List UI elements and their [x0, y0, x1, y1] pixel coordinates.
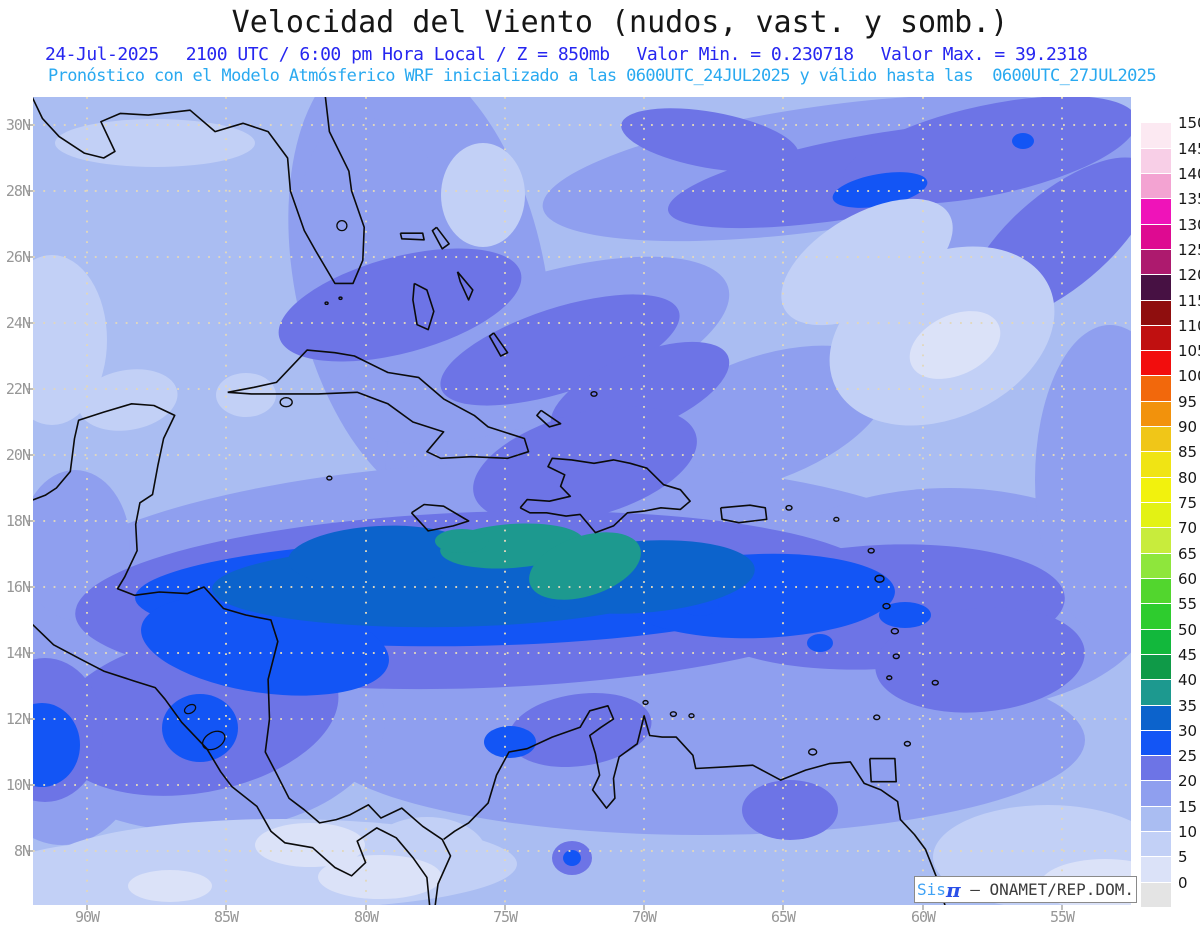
lat-label-12N: 12N	[5, 710, 31, 728]
colorbar-block	[1141, 123, 1171, 148]
colorbar-block	[1141, 857, 1171, 882]
colorbar-block	[1141, 351, 1171, 376]
colorbar-block	[1141, 376, 1171, 401]
colorbar-label-45: 45	[1178, 645, 1198, 664]
colorbar-block	[1141, 401, 1171, 427]
colorbar-block	[1141, 98, 1171, 123]
colorbar-block	[1141, 275, 1171, 300]
colorbar-block	[1141, 224, 1171, 249]
watermark-badge: Sis π – ONAMET/REP.DOM.	[914, 876, 1137, 903]
colorbar-label-40: 40	[1178, 671, 1198, 690]
colorbar-label-125: 125	[1178, 240, 1200, 259]
pi-icon: π	[945, 877, 961, 902]
colorbar-label-130: 130	[1178, 215, 1200, 234]
colorbar-label-135: 135	[1178, 190, 1200, 209]
colorbar-block	[1141, 578, 1171, 604]
colorbar-label-30: 30	[1178, 721, 1198, 740]
colorbar-label-55: 55	[1178, 595, 1198, 614]
colorbar-label-65: 65	[1178, 544, 1198, 563]
lat-label-10N: 10N	[5, 776, 31, 794]
colorbar-block	[1141, 806, 1171, 832]
colorbar-label-105: 105	[1178, 342, 1200, 361]
colorbar-label-100: 100	[1178, 367, 1200, 386]
model-init-line: Pronóstico con el Modelo Atmósferico WRF…	[48, 66, 1157, 86]
colorbar-block	[1141, 756, 1171, 781]
lat-label-8N: 8N	[13, 842, 31, 860]
colorbar-label-50: 50	[1178, 620, 1198, 639]
colorbar-label-115: 115	[1178, 291, 1200, 310]
colorbar-label-20: 20	[1178, 772, 1198, 791]
lon-label-65W: 65W	[770, 908, 796, 926]
colorbar-block	[1141, 249, 1171, 275]
colorbar-label-150: 150	[1178, 114, 1200, 133]
watermark-org: – ONAMET/REP.DOM.	[960, 880, 1134, 899]
colorbar-label-25: 25	[1178, 747, 1198, 766]
colorbar-label-110: 110	[1178, 316, 1200, 335]
lon-label-70W: 70W	[631, 908, 657, 926]
colorbar-block	[1141, 553, 1171, 578]
colorbar-label-70: 70	[1178, 519, 1198, 538]
lat-label-18N: 18N	[5, 512, 31, 530]
colorbar-block	[1141, 503, 1171, 528]
lon-label-75W: 75W	[492, 908, 518, 926]
watermark-sis: Sis	[917, 880, 946, 899]
colorbar-label-80: 80	[1178, 468, 1198, 487]
colorbar-label-95: 95	[1178, 392, 1198, 411]
axis-ticks	[27, 124, 1063, 910]
lat-label-14N: 14N	[5, 644, 31, 662]
lon-label-90W: 90W	[74, 908, 100, 926]
colorbar-block	[1141, 654, 1171, 680]
forecast-valid-line: 24-Jul-2025 2100 UTC / 6:00 pm Hora Local…	[45, 44, 1088, 65]
colorbar-label-145: 145	[1178, 139, 1200, 158]
valid-date: 24-Jul-2025	[45, 44, 159, 65]
colorbar-label-35: 35	[1178, 696, 1198, 715]
colorbar-block	[1141, 452, 1171, 477]
lat-label-20N: 20N	[5, 446, 31, 464]
colorbar-label-140: 140	[1178, 164, 1200, 183]
colorbar-block	[1141, 832, 1171, 857]
colorbar-label-85: 85	[1178, 443, 1198, 462]
colorbar-label-10: 10	[1178, 823, 1198, 842]
colorbar-block	[1141, 528, 1171, 553]
lon-label-55W: 55W	[1049, 908, 1075, 926]
colorbar-block	[1141, 325, 1171, 351]
colorbar-label-120: 120	[1178, 266, 1200, 285]
colorbar-label-0: 0	[1178, 873, 1188, 892]
colorbar-block	[1141, 730, 1171, 756]
colorbar-label-5: 5	[1178, 848, 1188, 867]
value-min: Valor Min. = 0.230718	[636, 44, 855, 65]
colorbar-label-75: 75	[1178, 494, 1198, 512]
colorbar-block	[1141, 705, 1171, 730]
colorbar-block	[1141, 300, 1171, 325]
lon-label-85W: 85W	[213, 908, 239, 926]
valid-time-level: 2100 UTC / 6:00 pm Hora Local / Z = 850m…	[185, 44, 610, 65]
lat-label-24N: 24N	[5, 314, 31, 332]
coastlines-layer	[33, 97, 946, 905]
lat-label-22N: 22N	[5, 380, 31, 398]
colorbar-label-60: 60	[1178, 569, 1198, 588]
lat-label-30N: 30N	[5, 116, 31, 134]
lat-label-26N: 26N	[5, 248, 31, 266]
colorbar-block	[1141, 173, 1171, 199]
colorbar-block	[1141, 781, 1171, 806]
colorbar-block	[1141, 199, 1171, 224]
value-max: Valor Max. = 39.2318	[880, 44, 1088, 65]
colorbar-block	[1141, 680, 1171, 705]
lat-label-28N: 28N	[5, 182, 31, 200]
colorbar-block	[1141, 882, 1171, 907]
colorbar-block	[1141, 629, 1171, 654]
colorbar-block	[1141, 148, 1171, 173]
page-title: Velocidad del Viento (nudos, vast. y som…	[231, 5, 1009, 40]
lon-label-80W: 80W	[353, 908, 379, 926]
colorbar-block	[1141, 477, 1171, 502]
lat-label-16N: 16N	[5, 578, 31, 596]
colorbar-block	[1141, 604, 1171, 629]
lon-label-60W: 60W	[910, 908, 936, 926]
wind-speed-shading-layer	[33, 97, 1131, 905]
colorbar-block	[1141, 427, 1171, 452]
colorbar-label-90: 90	[1178, 418, 1198, 437]
lat-lon-gridlines	[33, 97, 1131, 905]
colorbar-label-15: 15	[1178, 797, 1198, 816]
